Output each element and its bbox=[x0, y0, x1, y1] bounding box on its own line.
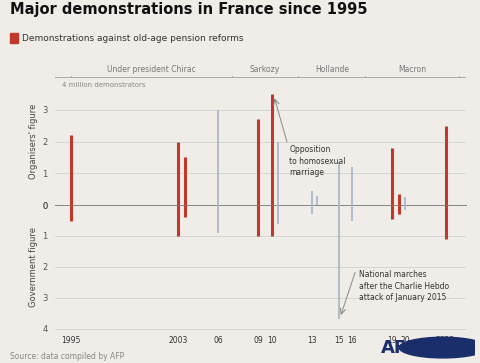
Text: Sarkozy: Sarkozy bbox=[250, 65, 280, 74]
Y-axis label: Organisers' figure: Organisers' figure bbox=[29, 104, 38, 179]
Text: AFP: AFP bbox=[381, 339, 420, 356]
Text: Hollande: Hollande bbox=[315, 65, 349, 74]
Y-axis label: Government figure: Government figure bbox=[29, 227, 38, 307]
Circle shape bbox=[399, 337, 480, 358]
Text: Demonstrations against old-age pension reforms: Demonstrations against old-age pension r… bbox=[22, 34, 243, 42]
Text: Source: data compiled by AFP: Source: data compiled by AFP bbox=[10, 352, 124, 361]
Text: National marches
after the Charlie Hebdo
attack of January 2015: National marches after the Charlie Hebdo… bbox=[359, 270, 449, 302]
Text: Under president Chirac: Under president Chirac bbox=[107, 65, 196, 74]
Text: Opposition
to homosexual
marriage: Opposition to homosexual marriage bbox=[289, 145, 346, 178]
Text: Macron: Macron bbox=[398, 65, 426, 74]
Text: 4 million demonstrators: 4 million demonstrators bbox=[62, 82, 145, 88]
Text: Major demonstrations in France since 1995: Major demonstrations in France since 199… bbox=[10, 2, 367, 17]
